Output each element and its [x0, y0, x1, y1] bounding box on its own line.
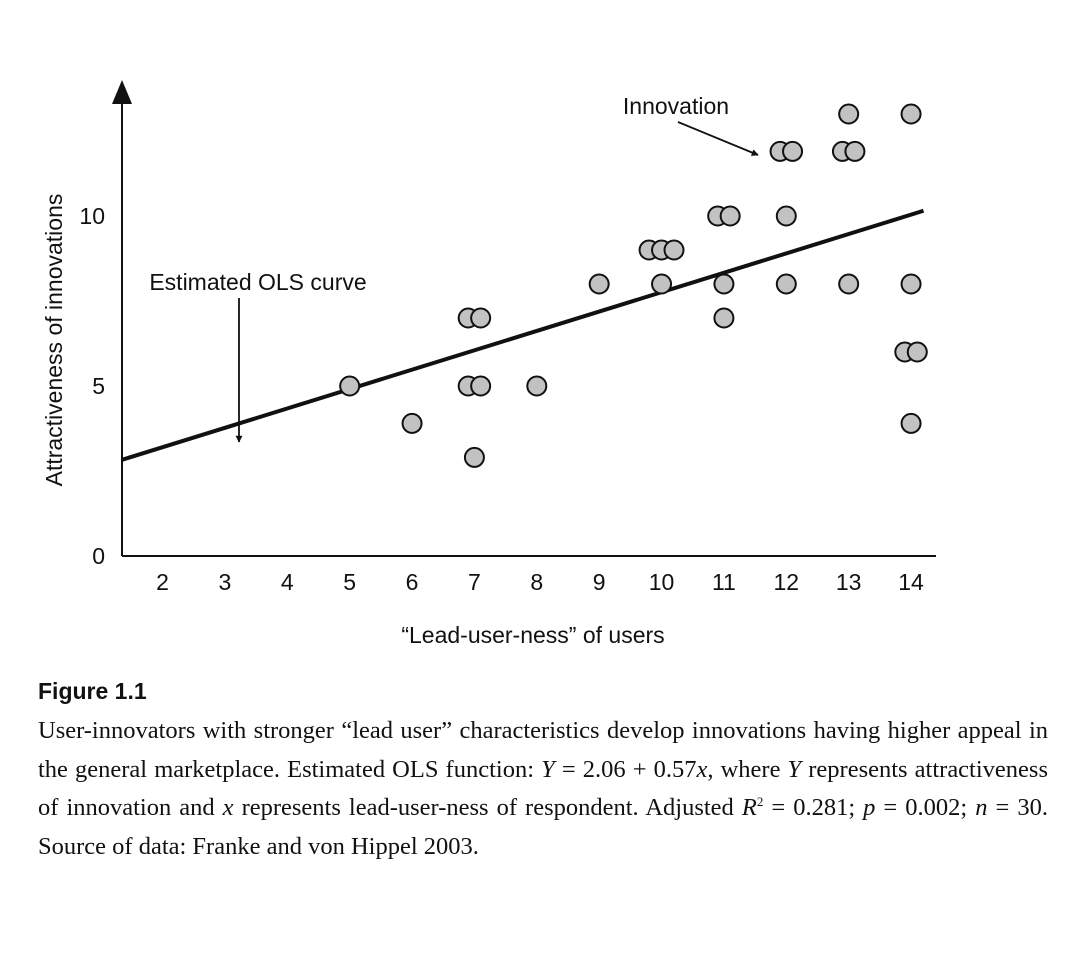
x-tick-label: 3 — [219, 569, 232, 595]
caption-part: represents attractiveness of innovation … — [38, 755, 1048, 822]
x-tick-label: 11 — [712, 569, 736, 595]
caption-part: = 2.06 + 0.57 — [554, 755, 697, 783]
caption-part: , where — [707, 755, 788, 783]
figure-caption: Figure 1.1 User-innovators with stronger… — [38, 676, 1048, 866]
caption-part: = 0.002; — [875, 794, 976, 821]
ols-curve-label: Estimated OLS curve — [149, 269, 366, 295]
caption-var-Y: Y — [787, 755, 802, 783]
innovation-label: Innovation — [623, 93, 729, 119]
x-tick-label: 9 — [593, 569, 606, 595]
y-tick-labels: 0 5 10 — [79, 203, 105, 569]
data-point — [470, 307, 492, 329]
innovation-annotation: Innovation — [623, 93, 759, 156]
x-tick-label: 6 — [406, 569, 419, 595]
caption-part: = 30. Source of data: Franke and von Hip… — [38, 794, 1049, 860]
y-axis-arrowhead — [112, 80, 132, 104]
data-point — [401, 412, 423, 434]
y-tick-label: 0 — [92, 543, 105, 569]
x-tick-label: 7 — [468, 569, 481, 595]
x-tick-label: 10 — [649, 569, 675, 595]
data-point — [775, 273, 797, 295]
data-point — [900, 103, 922, 125]
y-tick-label: 5 — [92, 373, 105, 399]
data-point — [838, 273, 860, 295]
caption-part: = 0.281; — [763, 794, 864, 821]
data-point — [588, 273, 610, 295]
x-tick-label: 5 — [343, 569, 356, 595]
data-points — [339, 103, 928, 468]
x-tick-label: 14 — [898, 569, 924, 595]
caption-var-p: p — [863, 794, 876, 821]
data-point — [463, 446, 485, 468]
caption-var-n: n — [975, 794, 988, 821]
data-point — [713, 307, 735, 329]
x-tick-label: 2 — [156, 569, 169, 595]
caption-var-Y: Y — [541, 755, 555, 783]
data-point — [713, 273, 735, 295]
data-point — [900, 412, 922, 434]
caption-superscript: 2 — [756, 794, 764, 809]
x-tick-label: 8 — [530, 569, 543, 595]
x-tick-label: 12 — [774, 569, 800, 595]
figure-caption-text: User-innovators with stronger “lead user… — [38, 712, 1048, 866]
data-point — [844, 140, 866, 162]
x-tick-labels: 2 3 4 5 6 7 8 9 10 11 12 13 14 — [156, 569, 924, 595]
caption-var-x: x — [696, 755, 708, 783]
caption-part: represents lead-user-ness of respondent.… — [233, 794, 742, 821]
data-point — [339, 375, 361, 397]
ols-fit-line — [121, 208, 925, 462]
innovation-arrow — [677, 121, 759, 156]
scatter-chart: 2 3 4 5 6 7 8 9 10 11 12 13 14 0 5 10 “Lead-user-ness”… — [41, 80, 936, 648]
data-point — [663, 239, 685, 261]
data-point — [470, 375, 492, 397]
x-tick-label: 13 — [836, 569, 862, 595]
data-point — [526, 375, 548, 397]
caption-var-R: R — [741, 794, 757, 821]
ols-curve-annotation: Estimated OLS curve — [149, 269, 367, 443]
x-tick-label: 4 — [281, 569, 294, 595]
data-point — [775, 205, 797, 227]
caption-part: User-innovators with stronger “lead user… — [38, 717, 1048, 783]
y-tick-label: 10 — [79, 203, 105, 229]
caption-var-x: x — [222, 794, 234, 821]
data-point — [719, 205, 741, 227]
x-axis-label: “Lead-user-ness” of users — [401, 622, 664, 648]
data-point — [900, 273, 922, 295]
data-point — [906, 341, 928, 363]
data-point — [782, 140, 804, 162]
figure-label: Figure 1.1 — [38, 678, 147, 704]
axes — [112, 80, 936, 557]
data-point — [838, 103, 860, 125]
y-axis-label: Attractiveness of innovations — [41, 194, 67, 487]
data-point — [651, 273, 673, 295]
